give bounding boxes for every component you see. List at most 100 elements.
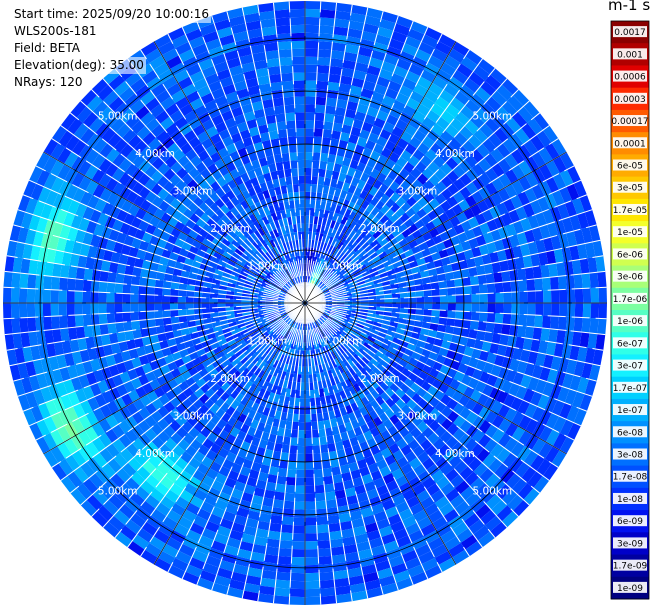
data-gate <box>428 509 444 524</box>
data-gate <box>251 134 262 145</box>
data-gate <box>516 360 528 375</box>
data-gate <box>116 123 131 139</box>
data-gate <box>242 590 259 602</box>
data-gate <box>131 168 145 182</box>
data-gate <box>144 415 157 428</box>
data-gate <box>329 418 338 428</box>
data-gate <box>135 386 147 399</box>
data-gate <box>339 520 353 531</box>
data-gate <box>292 64 305 73</box>
data-gate <box>77 337 88 351</box>
data-gate <box>317 64 330 74</box>
data-gate <box>469 114 485 129</box>
colorbar-label-bg <box>613 559 647 571</box>
data-gate <box>77 255 88 269</box>
data-gate <box>272 321 281 328</box>
data-gate <box>145 441 159 455</box>
data-gate <box>126 225 138 238</box>
data-gate <box>112 181 125 196</box>
data-gate <box>356 370 365 381</box>
data-gate <box>154 310 163 319</box>
data-gate <box>424 303 433 310</box>
data-gate <box>155 271 166 281</box>
data-gate <box>157 162 171 176</box>
data-gate <box>365 280 375 287</box>
data-gate <box>202 30 219 44</box>
data-gate <box>364 15 382 27</box>
data-gate <box>453 131 468 146</box>
data-gate <box>88 473 105 490</box>
data-gate <box>106 282 116 293</box>
data-gate <box>245 261 254 269</box>
data-gate <box>473 65 491 81</box>
data-gate <box>159 256 169 266</box>
data-gate <box>66 278 76 291</box>
data-gate <box>352 383 362 393</box>
data-gate <box>497 187 511 202</box>
data-gate <box>145 494 161 509</box>
data-gate <box>28 214 41 231</box>
data-gate <box>258 512 272 523</box>
data-gate <box>341 371 349 381</box>
data-gate <box>218 465 231 478</box>
data-gate <box>414 48 432 63</box>
data-gate <box>381 95 396 107</box>
data-gate <box>421 476 436 490</box>
data-gate <box>170 463 184 477</box>
data-gate <box>206 217 217 228</box>
data-gate <box>245 337 254 345</box>
data-gate <box>144 48 162 64</box>
data-gate <box>161 248 172 259</box>
data-gate <box>273 332 280 341</box>
data-gate <box>535 379 547 395</box>
data-gate <box>67 471 83 489</box>
data-gate <box>595 255 606 273</box>
data-gate <box>165 123 179 137</box>
data-gate <box>305 541 318 550</box>
data-gate <box>185 502 201 516</box>
data-gate <box>186 284 196 292</box>
data-gate <box>466 337 476 349</box>
data-gate <box>442 238 454 249</box>
data-gate <box>253 108 266 119</box>
data-gate <box>140 327 150 338</box>
data-gate <box>504 407 518 423</box>
data-gate <box>509 234 520 248</box>
data-gate <box>329 138 340 148</box>
data-gate <box>50 412 65 430</box>
data-gate <box>222 136 234 148</box>
data-gate <box>369 399 380 410</box>
data-gate <box>356 389 366 400</box>
data-gate <box>382 354 392 364</box>
data-gate <box>486 219 498 232</box>
data-gate <box>326 161 335 171</box>
data-gate <box>546 368 559 384</box>
data-gate <box>144 178 157 191</box>
data-gate <box>274 323 282 330</box>
data-gate <box>187 320 197 328</box>
data-gate <box>531 183 545 200</box>
data-gate <box>267 314 276 320</box>
data-gate <box>268 466 279 476</box>
data-gate <box>361 377 370 387</box>
data-gate <box>518 414 532 431</box>
data-gate <box>71 450 87 467</box>
data-gate <box>110 342 121 355</box>
data-gate <box>102 521 120 538</box>
data-gate <box>318 563 334 573</box>
data-gate <box>445 488 460 503</box>
data-gate <box>427 537 445 551</box>
data-gate <box>331 267 339 275</box>
data-gate <box>214 121 228 134</box>
data-gate <box>261 569 277 580</box>
data-gate <box>495 303 504 314</box>
data-gate <box>290 24 305 34</box>
data-gate <box>289 323 295 332</box>
data-gate <box>228 579 246 591</box>
data-gate <box>501 323 511 336</box>
data-gate <box>267 271 276 278</box>
data-gate <box>225 200 235 211</box>
data-gate <box>132 329 142 340</box>
data-gate <box>465 398 478 412</box>
data-gate <box>501 100 518 117</box>
